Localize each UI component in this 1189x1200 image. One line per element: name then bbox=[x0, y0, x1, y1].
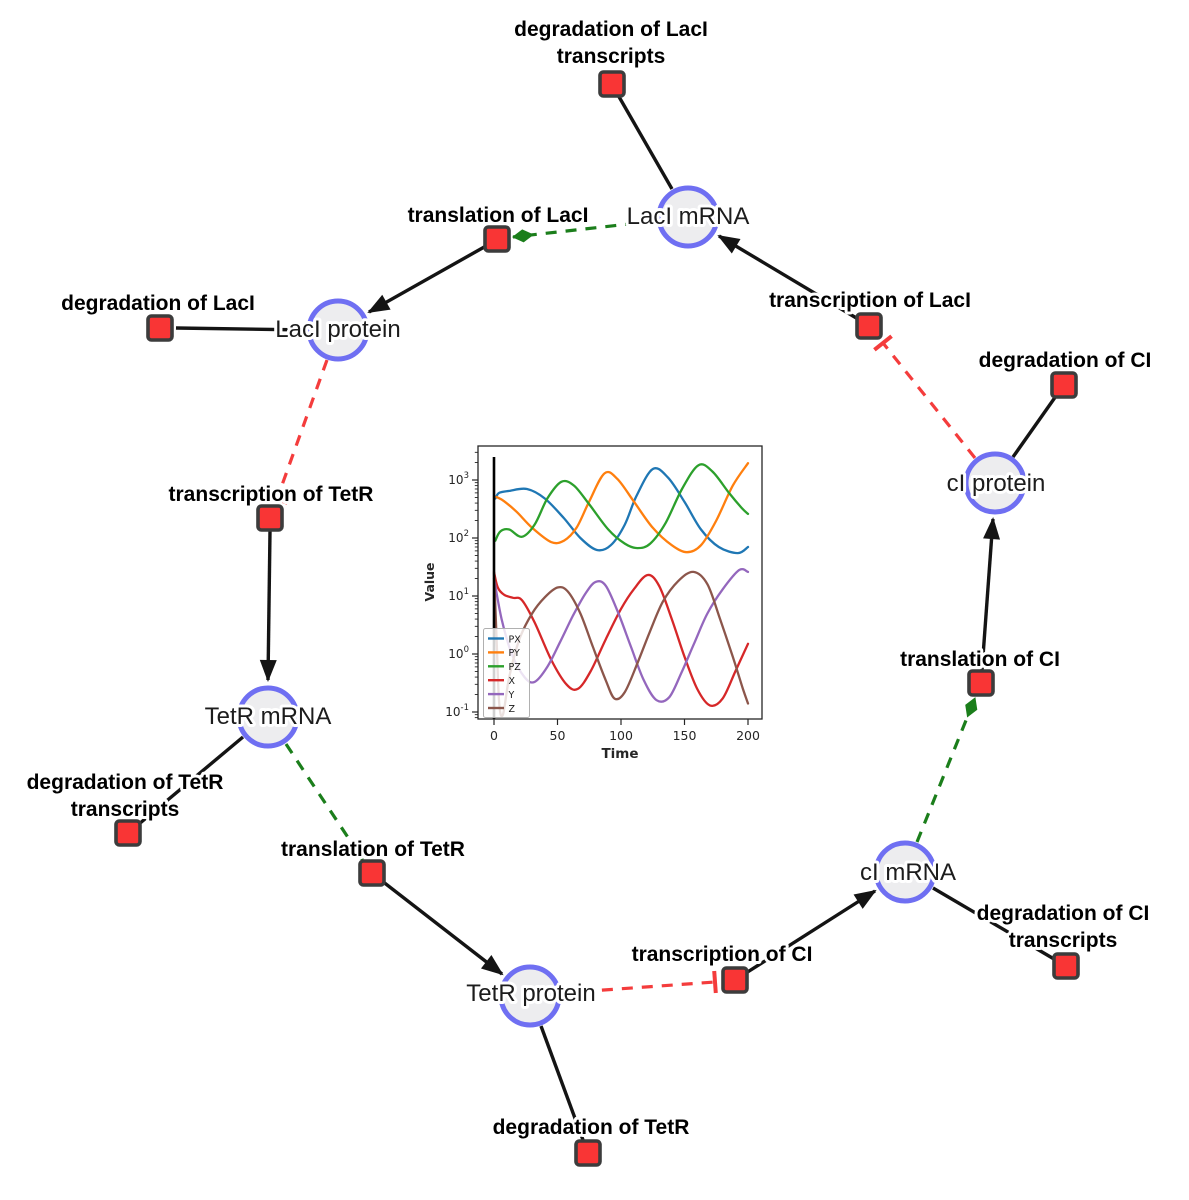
species-node-tetr-protein[interactable] bbox=[498, 964, 562, 1028]
chart-x-tick-label: 200 bbox=[736, 728, 760, 743]
chart-frame bbox=[477, 445, 763, 720]
chart-legend-label-Z: Z bbox=[509, 704, 516, 715]
chart-curve-X bbox=[492, 570, 750, 707]
chart-curve-PX bbox=[494, 467, 750, 555]
reaction-label-deg-tetr-transcripts: degradation of TetR transcripts bbox=[27, 771, 224, 821]
chart-curves bbox=[492, 462, 750, 718]
edge-translation-ci-to-ci-protein bbox=[980, 517, 1001, 671]
edge-transcription-tetr-to-tetr-mrna bbox=[259, 530, 277, 682]
chart-y-tick-label: 103 bbox=[448, 471, 469, 487]
reaction-label-deg-ci-transcripts: degradation of CI transcripts bbox=[977, 902, 1150, 952]
chart-legend-label-X: X bbox=[509, 676, 516, 687]
reaction-label-deg-laci: degradation of LacI bbox=[61, 292, 255, 315]
chart-ylabel: Value bbox=[422, 562, 437, 601]
edge-ci-protein-to-deg-ci bbox=[1011, 395, 1058, 458]
species-node-laci-mrna[interactable] bbox=[656, 185, 720, 249]
edge-ci-protein-inhibits-transcription-laci bbox=[873, 334, 977, 459]
reaction-node-deg-ci-transcripts[interactable] bbox=[1052, 952, 1080, 980]
chart-legend-label-PZ: PZ bbox=[509, 662, 522, 673]
chart-y-tick-label: 10-1 bbox=[445, 703, 469, 719]
reaction-node-translation-ci[interactable] bbox=[967, 669, 995, 697]
edge-ci-mrna-to-deg-transcripts bbox=[932, 886, 1055, 961]
species-label-ci-mrna: cI mRNA bbox=[860, 859, 956, 886]
edge-tetr-mrna-to-deg-transcripts bbox=[137, 735, 245, 826]
edge-transcription-ci-to-ci-mrna bbox=[745, 889, 877, 975]
chart-curve-PY bbox=[495, 462, 750, 554]
chart-x-tick-label: 100 bbox=[609, 728, 633, 743]
chart-legend-box bbox=[483, 628, 530, 718]
chart-legend-label-PX: PX bbox=[509, 634, 522, 645]
reaction-node-deg-laci[interactable] bbox=[146, 314, 174, 342]
reaction-label-transcription-tetr: transcription of TetR bbox=[169, 483, 374, 506]
chart-y-tick-label: 101 bbox=[448, 587, 469, 603]
chart-legend-label-PY: PY bbox=[509, 648, 521, 659]
chart-x-tick-label: 150 bbox=[673, 728, 697, 743]
chart-y-tick-label: 102 bbox=[448, 529, 469, 545]
reaction-label-transcription-laci: transcription of LacI bbox=[769, 289, 971, 312]
species-node-tetr-mrna[interactable] bbox=[236, 685, 300, 749]
species-label-laci-mrna: LacI mRNA bbox=[627, 203, 750, 230]
reaction-label-deg-tetr: degradation of TetR bbox=[493, 1116, 690, 1139]
species-label-ci-protein: cI protein bbox=[947, 470, 1046, 497]
chart-xlabel: Time bbox=[601, 746, 638, 762]
chart-curve-Z bbox=[492, 570, 750, 718]
edge-translation-tetr-to-tetr-protein bbox=[380, 879, 504, 976]
chart-x-tick-label: 50 bbox=[550, 728, 566, 743]
chart-y-tick-label: 100 bbox=[448, 645, 469, 661]
reaction-node-translation-laci[interactable] bbox=[483, 225, 511, 253]
edge-laci-protein-to-deg-laci bbox=[175, 326, 309, 332]
edge-tetr-protein-to-deg-tetr bbox=[539, 1025, 585, 1141]
chart-curve-PZ bbox=[494, 463, 750, 550]
reaction-label-deg-laci-transcripts: degradation of LacI transcripts bbox=[514, 18, 708, 68]
edge-lacimrna-to-deg-transcripts bbox=[616, 94, 674, 190]
edge-transcription-laci-to-laci-mrna bbox=[717, 234, 859, 321]
reaction-node-deg-laci-transcripts[interactable] bbox=[598, 70, 626, 98]
chart-legend: PX PY PZ XYZ bbox=[483, 628, 530, 718]
inset-timecourse-chart: 103 102 101 100 10-1 0 50 100 150 200 PX PY PZ XYZ bbox=[445, 445, 763, 743]
species-label-tetr-mrna: TetR mRNA bbox=[205, 703, 332, 730]
reaction-node-translation-tetr[interactable] bbox=[358, 859, 386, 887]
reaction-node-transcription-ci[interactable] bbox=[721, 966, 749, 994]
reaction-node-deg-tetr[interactable] bbox=[574, 1139, 602, 1167]
reaction-node-deg-ci[interactable] bbox=[1050, 371, 1078, 399]
chart-x-tick-label: 0 bbox=[490, 728, 498, 743]
edge-tetr-mrna-modifies-translation bbox=[284, 743, 365, 861]
edge-tetr-protein-inhibits-transcription-ci bbox=[561, 970, 718, 995]
edge-laci-mrna-modifies-translation bbox=[512, 219, 657, 243]
reaction-node-deg-tetr-transcripts[interactable] bbox=[114, 819, 142, 847]
reaction-label-translation-laci: translation of LacI bbox=[408, 204, 589, 227]
reaction-label-transcription-ci: transcription of CI bbox=[632, 943, 813, 966]
reaction-node-transcription-laci[interactable] bbox=[855, 312, 883, 340]
reaction-label-translation-ci: translation of CI bbox=[900, 648, 1060, 671]
reaction-label-translation-tetr: translation of TetR bbox=[281, 838, 465, 861]
edge-translation-laci-to-laci-protein bbox=[367, 244, 487, 314]
species-node-ci-mrna[interactable] bbox=[873, 840, 937, 904]
chart-legend-label-Y: Y bbox=[508, 690, 515, 701]
edge-laci-protein-inhibits-transcription-tetr bbox=[265, 359, 329, 505]
edge-ci-mrna-modifies-translation bbox=[915, 697, 978, 843]
species-node-laci-protein[interactable] bbox=[306, 298, 370, 362]
species-label-laci-protein: LacI protein bbox=[275, 316, 400, 343]
reaction-label-deg-ci: degradation of CI bbox=[979, 349, 1152, 372]
reaction-node-transcription-tetr[interactable] bbox=[256, 504, 284, 532]
species-label-tetr-protein: TetR protein bbox=[466, 980, 595, 1007]
species-node-ci-protein[interactable] bbox=[963, 451, 1027, 515]
